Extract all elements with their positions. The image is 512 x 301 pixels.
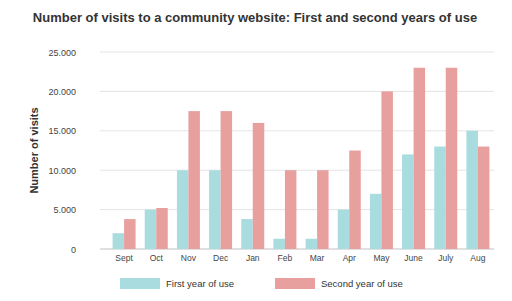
bar	[285, 170, 297, 249]
title: Number of visits to a community website:…	[33, 10, 477, 25]
x-tick-label: Mar	[310, 253, 325, 263]
bar	[253, 123, 265, 249]
x-tick-label: Apr	[343, 253, 356, 263]
y-tick-label: 10.000	[48, 166, 76, 176]
bar	[446, 68, 458, 249]
x-tick-label: July	[438, 253, 454, 263]
bar	[434, 147, 446, 249]
legend-label: Second year of use	[321, 278, 403, 289]
bars	[113, 68, 490, 249]
x-tick-label: Dec	[213, 253, 229, 263]
bar	[177, 170, 189, 249]
bar	[338, 210, 350, 249]
y-tick-label: 0	[71, 245, 76, 255]
y-tick-label: 5.000	[53, 205, 76, 215]
bar	[124, 219, 136, 249]
y-tick-label: 15.000	[48, 126, 76, 136]
bar	[241, 219, 253, 249]
bar	[402, 154, 414, 249]
y-tick-label: 25.000	[48, 48, 76, 58]
x-tick-label: June	[404, 253, 423, 263]
bar	[414, 68, 426, 249]
bar	[478, 147, 490, 249]
x-tick-label: Feb	[278, 253, 293, 263]
bar	[317, 170, 329, 249]
bar	[349, 151, 361, 250]
x-tick-label: Nov	[181, 253, 197, 263]
x-tick-label: Sept	[115, 253, 133, 263]
chart: Number of visits to a community website:…	[0, 0, 512, 301]
y-axis-label: Number of visits	[28, 107, 40, 193]
bar	[156, 208, 168, 249]
bar	[209, 170, 221, 249]
bar	[370, 194, 382, 249]
x-tick-label: May	[373, 253, 390, 263]
legend-swatch	[275, 278, 315, 289]
x-tick-label: Jan	[246, 253, 260, 263]
bar	[306, 239, 318, 249]
bar	[381, 91, 393, 249]
legend-label: First year of use	[166, 278, 234, 289]
bar	[188, 111, 200, 249]
grid-line	[100, 130, 494, 131]
x-tick-label: Aug	[470, 253, 485, 263]
legend-swatch	[120, 278, 160, 289]
grid-line	[100, 52, 494, 53]
bar	[145, 210, 157, 249]
bar	[466, 131, 478, 249]
bar	[113, 233, 125, 249]
bar	[273, 239, 285, 249]
y-tick-label: 20.000	[48, 87, 76, 97]
grid-line	[100, 91, 494, 92]
bar	[221, 111, 233, 249]
x-tick-label: Oct	[150, 253, 164, 263]
